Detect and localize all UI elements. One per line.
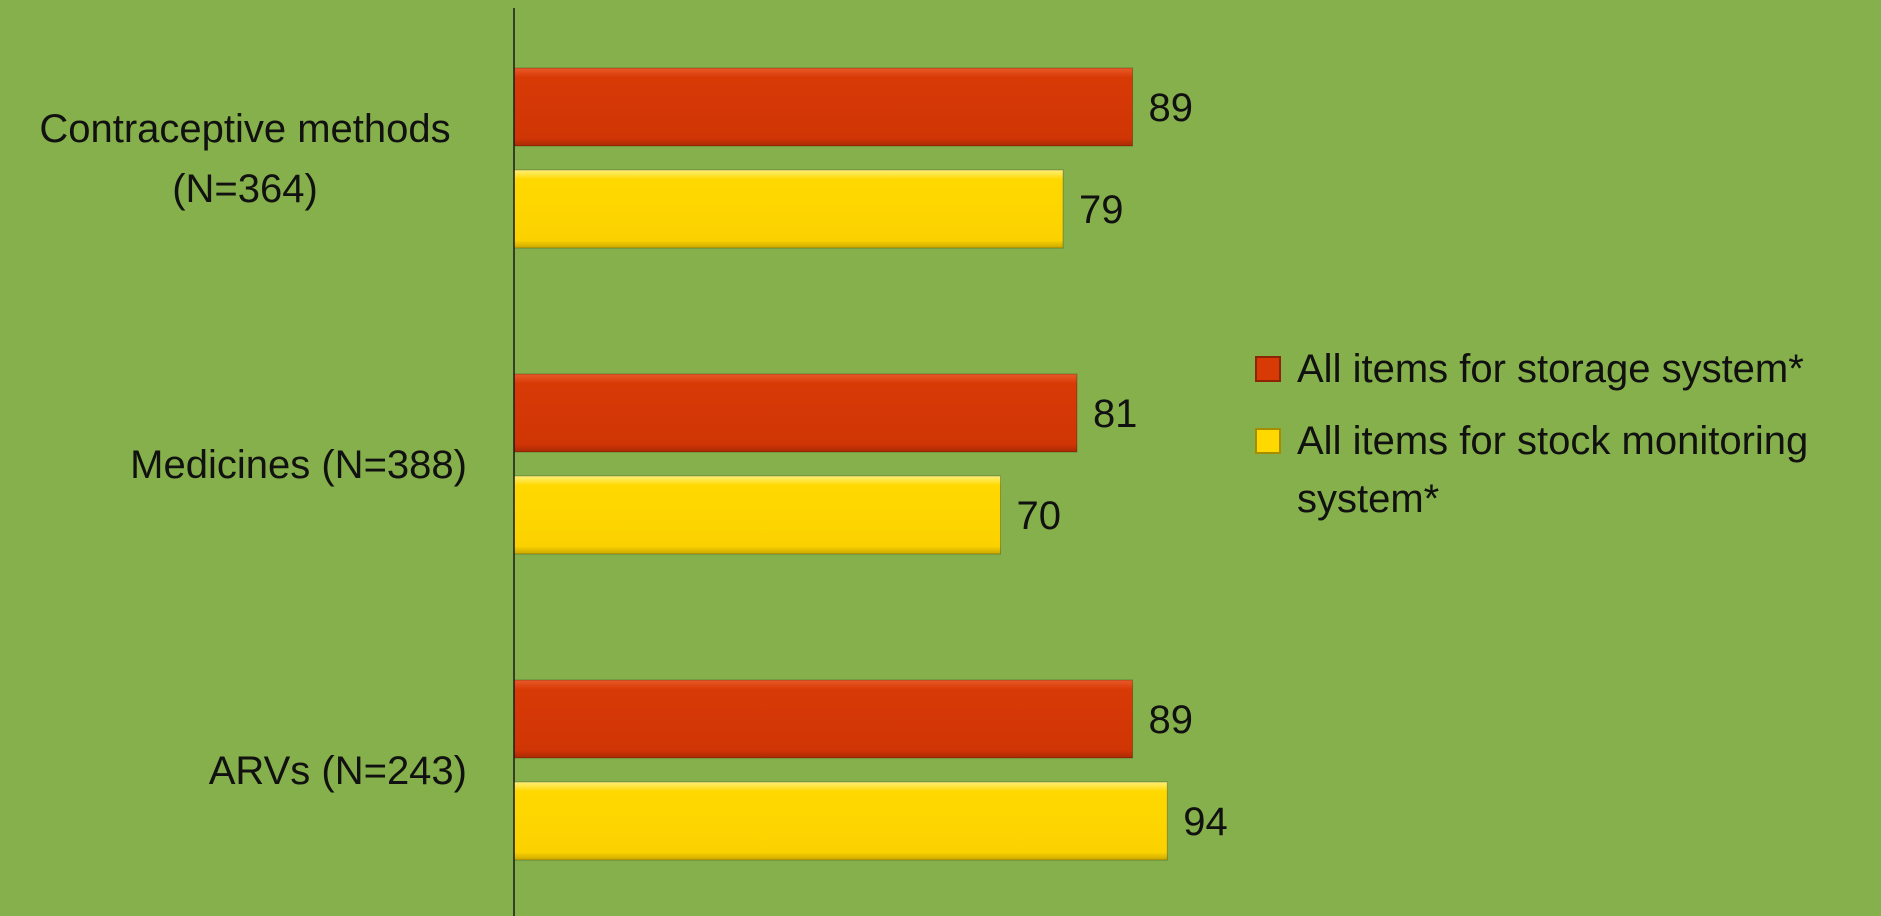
legend-item-storage: All items for storage system* xyxy=(1255,340,1881,398)
category-label-0-line-0: Contraceptive methods xyxy=(39,107,450,151)
legend-label-stock-monitoring: All items for stock monitoring system* xyxy=(1297,419,1809,521)
category-label-0-line-1: (N=364) xyxy=(172,167,318,211)
category-label-1-line-0: Medicines (N=388) xyxy=(130,443,467,487)
legend-label-storage: All items for storage system* xyxy=(1297,347,1804,391)
legend-swatch-stock-monitoring xyxy=(1255,428,1281,454)
bar-stock-monitoring-2 xyxy=(513,781,1168,861)
bar-stock-monitoring-1 xyxy=(513,475,1001,555)
bar-storage-2 xyxy=(513,679,1134,759)
category-label-2-line-0: ARVs (N=243) xyxy=(209,749,467,793)
data-label-storage-0: 89 xyxy=(1149,86,1194,130)
bar-storage-1 xyxy=(513,373,1078,453)
labels-layer: 89 79 Contraceptive methods (N=364) 81 70 Medi… xyxy=(39,86,1227,844)
legend-swatch-storage xyxy=(1255,356,1281,382)
data-label-stock-monitoring-1: 70 xyxy=(1017,494,1062,538)
bar-storage-0 xyxy=(513,67,1134,147)
data-label-storage-1: 81 xyxy=(1093,392,1138,436)
data-label-stock-monitoring-0: 79 xyxy=(1079,188,1124,232)
bars-layer xyxy=(513,67,1168,861)
legend-item-stock-monitoring: All items for stock monitoring system* xyxy=(1255,412,1881,528)
data-label-stock-monitoring-2: 94 xyxy=(1183,800,1228,844)
data-label-storage-2: 89 xyxy=(1149,698,1194,742)
legend: All items for storage system* All items … xyxy=(1255,340,1881,542)
bar-stock-monitoring-0 xyxy=(513,169,1064,249)
